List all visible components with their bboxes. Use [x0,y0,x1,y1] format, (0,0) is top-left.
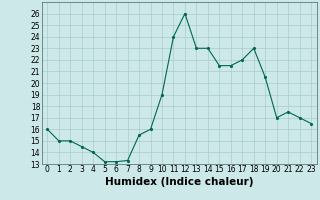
X-axis label: Humidex (Indice chaleur): Humidex (Indice chaleur) [105,177,253,187]
